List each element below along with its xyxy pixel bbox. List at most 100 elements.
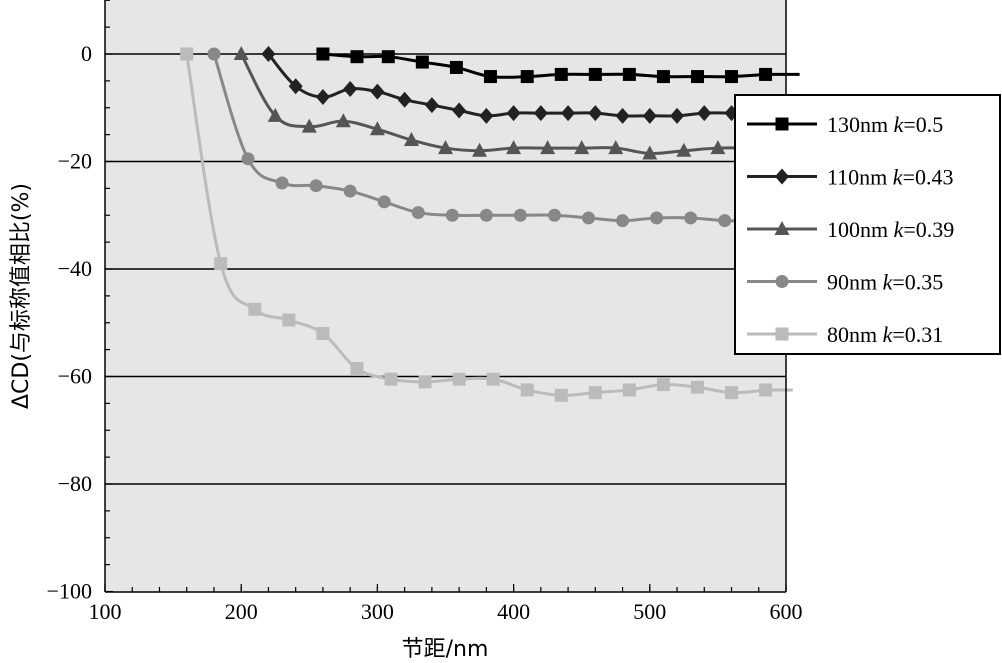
x-tick-label: 500 — [633, 599, 666, 624]
data-point — [316, 47, 330, 61]
data-point — [397, 91, 412, 108]
data-point — [759, 383, 773, 397]
data-point — [533, 105, 548, 122]
legend-label: 90nm k=0.35 — [827, 270, 943, 295]
data-point — [180, 47, 194, 61]
legend-marker — [775, 117, 789, 131]
x-tick-label: 600 — [770, 599, 803, 624]
x-tick-label: 100 — [89, 599, 122, 624]
x-tick-label: 200 — [225, 599, 258, 624]
data-point — [574, 140, 590, 155]
data-point — [676, 142, 692, 157]
data-point — [483, 70, 497, 84]
legend: 130nm k=0.5 110nm k=0.43 100nm k=0.39 90nm … — [734, 94, 1001, 355]
series-0 — [316, 47, 800, 84]
data-point — [301, 118, 317, 133]
data-point — [267, 107, 283, 122]
data-point — [615, 107, 630, 124]
legend-box — [734, 94, 1001, 355]
y-tick-label: 0 — [81, 41, 92, 66]
data-point — [335, 113, 351, 128]
data-point — [445, 208, 459, 222]
y-tick-label: −20 — [58, 149, 92, 174]
data-point — [690, 380, 704, 394]
x-tick-label: 400 — [497, 599, 530, 624]
data-point — [214, 257, 228, 271]
legend-entry-1: 110nm k=0.43 — [747, 165, 953, 190]
data-point — [343, 80, 358, 97]
legend-entry-3: 90nm k=0.35 — [747, 270, 943, 295]
legend-entry-2: 100nm k=0.39 — [747, 217, 954, 242]
legend-label: 130nm k=0.5 — [827, 112, 943, 137]
data-point — [506, 105, 521, 122]
data-point — [642, 107, 657, 124]
data-point — [309, 179, 323, 193]
data-point — [369, 121, 385, 136]
data-point — [588, 386, 602, 400]
data-point — [384, 372, 398, 386]
data-point — [415, 55, 429, 69]
y-axis-title: ΔCD(与标称值相比(%) — [9, 183, 34, 409]
data-point — [718, 214, 732, 228]
data-point — [343, 184, 357, 198]
data-point — [315, 89, 330, 105]
data-point — [486, 372, 500, 386]
data-point — [561, 105, 576, 122]
data-point — [261, 46, 276, 62]
data-point — [759, 67, 773, 81]
plot-background — [105, 0, 786, 592]
data-point — [588, 67, 602, 81]
legend-label: 80nm k=0.31 — [827, 322, 943, 347]
legend-label: 100nm k=0.39 — [827, 217, 954, 242]
legend-label: 110nm k=0.43 — [827, 165, 953, 190]
data-point — [233, 46, 249, 60]
series-line — [239, 53, 752, 156]
data-point — [207, 47, 221, 61]
data-point — [472, 142, 488, 157]
data-point — [370, 83, 385, 100]
data-point — [608, 140, 624, 155]
data-point — [411, 206, 425, 220]
data-point — [452, 102, 467, 119]
data-point — [684, 211, 698, 225]
data-point — [316, 327, 330, 340]
data-point — [725, 386, 739, 400]
data-point — [520, 70, 534, 84]
data-point — [275, 176, 289, 190]
data-point — [547, 208, 561, 222]
data-point — [424, 97, 439, 114]
data-point — [540, 140, 556, 155]
data-point — [616, 214, 630, 228]
data-point — [350, 50, 364, 64]
data-point — [642, 145, 658, 160]
data-point — [554, 388, 568, 402]
x-tick-label: 300 — [361, 599, 394, 624]
data-point — [670, 107, 685, 124]
legend-marker — [775, 275, 789, 288]
series-2 — [233, 46, 760, 160]
data-point — [288, 78, 303, 95]
data-point — [479, 107, 494, 124]
data-point — [377, 195, 391, 209]
data-point — [710, 140, 726, 155]
data-point — [381, 50, 395, 64]
data-point — [452, 372, 466, 386]
data-point — [506, 140, 522, 155]
data-point — [554, 67, 568, 81]
y-tick-label: −40 — [58, 256, 92, 281]
data-point — [622, 383, 636, 397]
series-3 — [207, 47, 766, 228]
data-point — [650, 211, 664, 225]
data-point — [282, 313, 296, 327]
data-point — [513, 208, 527, 222]
data-point — [622, 67, 636, 81]
data-point — [449, 60, 463, 74]
series-1 — [261, 46, 739, 124]
data-point — [438, 140, 453, 155]
y-tick-label: −100 — [47, 579, 92, 604]
legend-marker — [775, 327, 789, 341]
data-point — [520, 383, 534, 397]
data-point — [725, 70, 739, 84]
